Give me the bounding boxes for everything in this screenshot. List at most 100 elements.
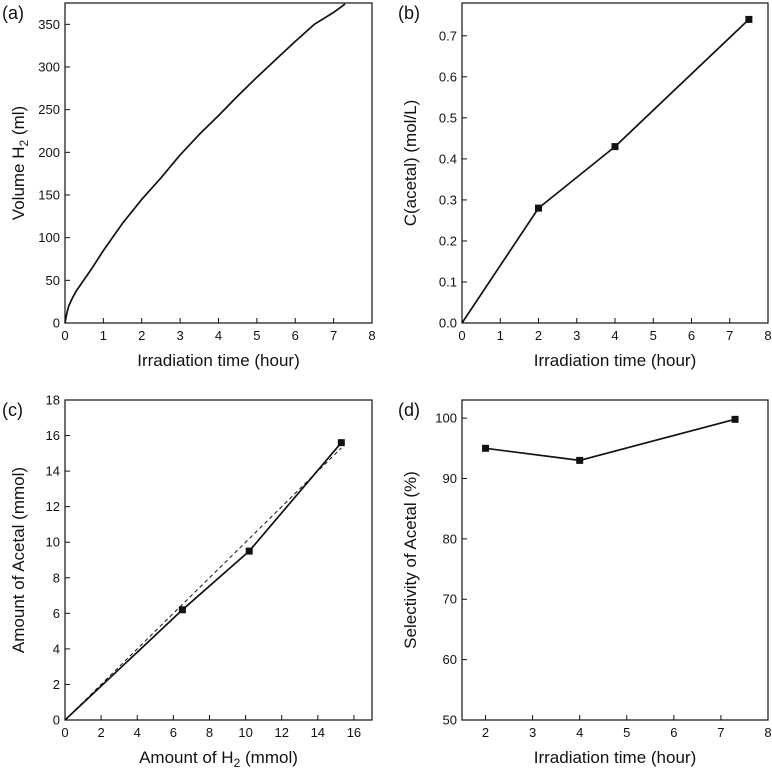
x-tick-label: 0: [458, 328, 465, 343]
y-tick-label: 10: [46, 535, 60, 550]
x-tick-label: 8: [206, 725, 213, 740]
series-line: [64, 3, 346, 324]
y-tick-label: 50: [443, 713, 457, 728]
data-point: [611, 143, 619, 151]
y-tick-label: 0.3: [439, 192, 457, 207]
x-tick-label: 8: [368, 328, 375, 343]
y-tick-label: 70: [443, 592, 457, 607]
data-point: [245, 547, 253, 555]
x-tick-label: 0: [61, 328, 68, 343]
data-point: [178, 606, 186, 614]
y-tick-label: 90: [443, 471, 457, 486]
y-tick-label: 200: [38, 145, 60, 160]
y-tick-label: 0.6: [439, 69, 457, 84]
x-tick-label: 6: [170, 725, 177, 740]
y-axis-title: Selectivity of Acetal (%): [401, 471, 420, 649]
x-tick-label: 5: [253, 328, 260, 343]
x-tick-label: 16: [347, 725, 361, 740]
y-tick-label: 80: [443, 531, 457, 546]
x-tick-label: 8: [764, 725, 771, 740]
y-tick-label: 0.7: [439, 28, 457, 43]
x-tick-label: 5: [650, 328, 657, 343]
x-tick-label: 12: [274, 725, 288, 740]
x-tick-label: 10: [238, 725, 252, 740]
x-axis-title: Irradiation time (hour): [534, 748, 697, 767]
x-tick-label: 4: [576, 725, 583, 740]
panel-2: 0 1 2 3 4 5 6 7 8 0.0 0.1 0.2 0.3 0.4 0.5 0.6 0.7 Irradia…: [398, 2, 772, 370]
y-tick-label: 350: [38, 17, 60, 32]
data-point: [576, 456, 584, 464]
plot-frame: [461, 399, 769, 721]
x-tick-label: 6: [688, 328, 695, 343]
y-tick-label: 2: [53, 677, 60, 692]
y-tick-label: 0.0: [439, 316, 457, 331]
y-tick-label: 8: [53, 570, 60, 585]
plot-frame: [64, 399, 373, 721]
reference-line: [64, 447, 342, 721]
x-tick-label: 4: [134, 725, 141, 740]
y-tick-label: 0: [53, 713, 60, 728]
x-tick-label: 2: [138, 328, 145, 343]
x-axis-title-suffix: (mmol): [240, 748, 298, 767]
x-tick-label: 14: [311, 725, 325, 740]
x-tick-label: 3: [177, 328, 184, 343]
panel-label: (a): [2, 3, 24, 23]
y-tick-label: 12: [46, 499, 60, 514]
y-tick-label: 6: [53, 606, 60, 621]
x-tick-label: 1: [497, 328, 504, 343]
x-axis-title: Irradiation time (hour): [137, 351, 300, 370]
x-tick-label: 7: [717, 725, 724, 740]
data-point: [337, 439, 345, 447]
y-tick-label: 0.5: [439, 110, 457, 125]
x-tick-label: 7: [726, 328, 733, 343]
y-tick-label: 150: [38, 188, 60, 203]
x-tick-label: 2: [98, 725, 105, 740]
x-axis-title: Amount of H2 (mmol): [139, 748, 298, 770]
y-tick-label: 60: [443, 652, 457, 667]
x-tick-label: 4: [215, 328, 222, 343]
x-tick-label: 6: [670, 725, 677, 740]
x-tick-label: 0: [61, 725, 68, 740]
y-tick-label: 0: [53, 316, 60, 331]
panel-label: (d): [398, 400, 420, 420]
plot-frame: [64, 2, 373, 324]
y-tick-label: 14: [46, 464, 60, 479]
y-tick-label: 18: [46, 393, 60, 408]
y-axis-title: Volume H2 (ml): [9, 106, 31, 220]
x-tick-label: 4: [611, 328, 618, 343]
series-line: [64, 442, 342, 721]
panel-4: 2 3 4 5 6 7 8 50 60 70 80 90 100 Irradiation time (ho…: [398, 399, 772, 767]
y-tick-label: 100: [435, 411, 457, 426]
x-tick-label: 2: [535, 328, 542, 343]
x-tick-label: 1: [100, 328, 107, 343]
x-tick-label: 3: [573, 328, 580, 343]
x-tick-label: 3: [529, 725, 536, 740]
y-tick-label: 0.1: [439, 274, 457, 289]
y-tick-label: 300: [38, 60, 60, 75]
data-point: [731, 415, 739, 423]
plot-frame: [461, 2, 769, 324]
x-tick-label: 7: [330, 328, 337, 343]
data-point: [482, 444, 490, 452]
series-line: [485, 418, 736, 462]
y-tick-label: 0.4: [439, 151, 457, 166]
y-tick-label: 4: [53, 641, 60, 656]
y-axis-title: Amount of Acetal (mmol): [9, 467, 28, 653]
y-tick-label: 0.2: [439, 233, 457, 248]
data-point: [535, 204, 542, 212]
series-line: [461, 18, 750, 324]
panel-3: 0 2 4 6 8 10 12 14 16 0 2 4 6 8 10 12 14 16 18 Amount of H2…: [2, 393, 373, 770]
x-tick-label: 8: [764, 328, 771, 343]
y-tick-label: 250: [38, 102, 60, 117]
x-axis-title-subscript: 2: [234, 756, 241, 770]
panel-label: (b): [398, 3, 420, 23]
y-tick-label: 100: [38, 230, 60, 245]
y-axis-title-suffix: (ml): [9, 106, 28, 140]
y-axis-title: C(acetal) (mol/L): [401, 100, 420, 227]
panel-label: (c): [2, 400, 23, 420]
panel-1: 0 1 2 3 4 5 6 7 8 0 50 100 150 200 250 300 350 Irradiatio…: [2, 2, 376, 370]
x-tick-label: 2: [482, 725, 489, 740]
y-tick-label: 50: [46, 273, 60, 288]
x-tick-label: 5: [623, 725, 630, 740]
